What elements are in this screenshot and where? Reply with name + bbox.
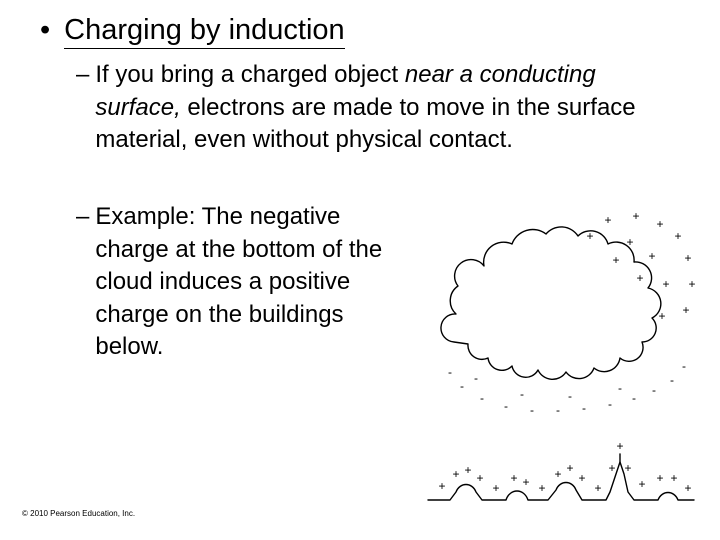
svg-text:+: + <box>604 213 611 227</box>
paragraph-1: – If you bring a charged object near a c… <box>40 59 680 156</box>
p1-prefix: If you bring a charged object <box>95 61 405 88</box>
svg-text:-: - <box>520 387 524 401</box>
svg-text:-: - <box>582 401 586 415</box>
svg-text:-: - <box>556 403 560 417</box>
svg-text:+: + <box>464 463 471 477</box>
svg-text:-: - <box>460 379 464 393</box>
svg-text:+: + <box>684 481 691 495</box>
svg-text:+: + <box>476 471 483 485</box>
svg-text:+: + <box>670 471 677 485</box>
svg-text:+: + <box>632 210 639 223</box>
svg-text:-: - <box>568 389 572 403</box>
svg-text:+: + <box>594 481 601 495</box>
svg-text:+: + <box>492 481 499 495</box>
svg-text:+: + <box>510 471 517 485</box>
svg-text:+: + <box>626 235 633 249</box>
svg-text:+: + <box>566 461 573 475</box>
svg-text:-: - <box>504 399 508 413</box>
cloud-building-figure: + + + + + + + + + + + + + + - - - - - - … <box>420 210 700 510</box>
p1-italic1: near a <box>405 61 473 88</box>
svg-text:-: - <box>670 373 674 387</box>
svg-text:+: + <box>522 475 529 489</box>
svg-text:+: + <box>682 303 689 317</box>
svg-text:-: - <box>608 397 612 411</box>
svg-text:-: - <box>448 365 452 379</box>
svg-text:+: + <box>684 251 691 265</box>
paragraph-2: – Example: The negative charge at the bo… <box>76 201 396 363</box>
svg-text:+: + <box>658 309 665 323</box>
heading-text: Charging by induction <box>64 12 345 49</box>
svg-text:-: - <box>682 359 686 373</box>
paragraph-1-text: If you bring a charged object near a con… <box>95 59 680 156</box>
svg-text:+: + <box>554 467 561 481</box>
p1-sep1 <box>473 61 480 88</box>
svg-text:-: - <box>480 391 484 405</box>
svg-text:+: + <box>616 439 623 453</box>
svg-text:+: + <box>538 481 545 495</box>
svg-text:+: + <box>648 249 655 263</box>
svg-text:+: + <box>624 461 631 475</box>
paragraph-2-text: Example: The negative charge at the bott… <box>95 201 396 363</box>
svg-text:+: + <box>656 217 663 231</box>
copyright-line: © 2010 Pearson Education, Inc. <box>22 509 135 518</box>
dash-marker-1: – <box>76 59 89 91</box>
svg-text:+: + <box>438 479 445 493</box>
svg-text:+: + <box>586 229 593 243</box>
svg-text:-: - <box>530 403 534 417</box>
svg-text:-: - <box>474 371 478 385</box>
svg-text:+: + <box>662 277 669 291</box>
svg-text:+: + <box>612 253 619 267</box>
svg-text:+: + <box>636 271 643 285</box>
bullet-l1-marker: • <box>40 12 50 48</box>
svg-text:+: + <box>674 229 681 243</box>
svg-text:+: + <box>656 471 663 485</box>
dash-marker-2: – <box>76 201 89 233</box>
svg-text:+: + <box>608 461 615 475</box>
svg-text:-: - <box>618 381 622 395</box>
svg-text:-: - <box>632 391 636 405</box>
svg-text:+: + <box>638 477 645 491</box>
svg-text:+: + <box>452 467 459 481</box>
svg-text:+: + <box>578 471 585 485</box>
svg-text:-: - <box>652 383 656 397</box>
heading-row: • Charging by induction <box>40 12 680 49</box>
svg-text:+: + <box>688 277 695 291</box>
